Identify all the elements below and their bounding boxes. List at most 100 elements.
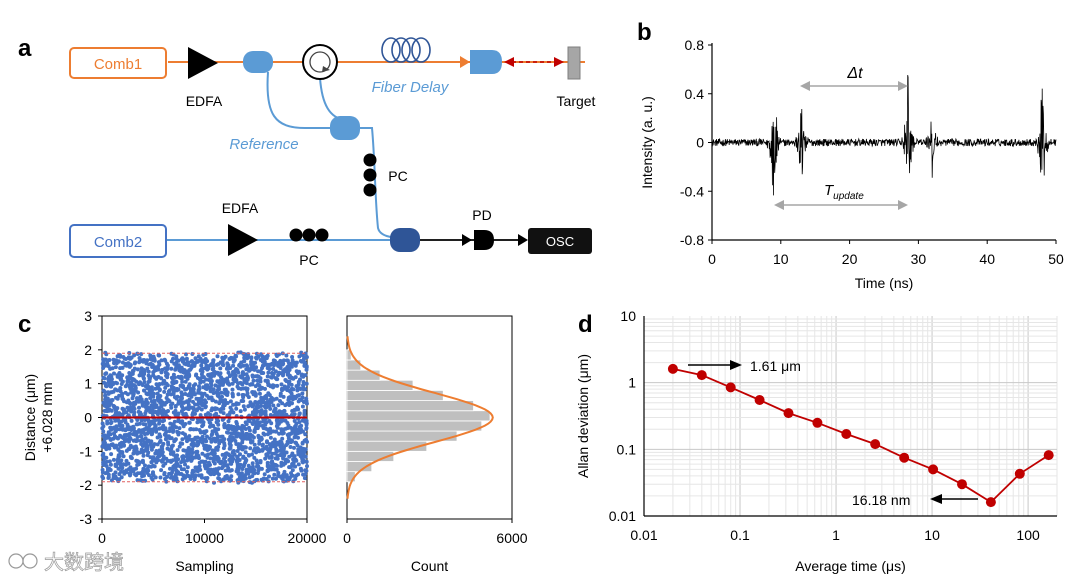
c-scatter-point <box>194 427 199 432</box>
c-scatter-point <box>224 476 229 481</box>
c-scatter-point <box>192 392 197 397</box>
c-scatter-point <box>205 434 209 439</box>
c-scatter-point <box>252 429 257 434</box>
c-scatter-point <box>117 454 122 459</box>
c-scatter-point <box>303 447 308 452</box>
c-scatter-point <box>224 378 229 383</box>
c-scatter-point <box>178 383 183 388</box>
pc-paddle-icon <box>363 168 377 182</box>
c-scatter-point <box>131 467 136 472</box>
c-scatter-point <box>180 477 185 482</box>
c-scatter-point <box>217 379 222 383</box>
c-scatter-point <box>230 394 235 399</box>
c-scatter-point <box>208 456 213 461</box>
delta-t-arrow-left-icon <box>800 81 810 91</box>
c-scatter-point <box>290 401 294 406</box>
c-scatter-point <box>143 411 148 416</box>
c-scatter-point <box>219 390 224 395</box>
c-scatter-point <box>135 367 140 372</box>
c-scatter-point <box>194 408 199 413</box>
c-scatter-point <box>112 431 117 436</box>
c-x-tick-label: 10000 <box>185 530 224 546</box>
c-scatter-point <box>111 357 116 362</box>
c-scatter-point <box>211 398 215 403</box>
c-scatter-point <box>204 439 209 444</box>
pc-paddle-icon <box>315 228 329 242</box>
c-scatter-point <box>135 463 140 467</box>
pc-right-label: PC <box>388 168 407 184</box>
c-scatter-point <box>193 435 198 440</box>
c-scatter-point <box>251 420 256 425</box>
d-y-tick-label: 1 <box>628 375 636 391</box>
c-scatter-point <box>298 430 303 435</box>
c-scatter-point <box>302 476 307 481</box>
c-scatter-point <box>128 473 132 478</box>
c-scatter-point <box>266 468 271 473</box>
c-scatter-point <box>109 390 114 395</box>
c-scatter-point <box>143 422 148 427</box>
c-scatter-point <box>229 431 234 436</box>
c-x-tick-label: 0 <box>98 530 106 546</box>
c-scatter-point <box>250 390 255 395</box>
c-scatter-point <box>183 379 188 384</box>
c-scatter-point <box>186 363 191 368</box>
c-scatter-point <box>216 419 221 423</box>
b-x-tick-label: 50 <box>1048 251 1064 267</box>
c-hist-bar <box>346 410 491 422</box>
c-scatter-point <box>215 447 220 452</box>
c-scatter-point <box>103 460 108 465</box>
c-scatter-point <box>209 439 214 444</box>
c-scatter-point <box>148 375 153 380</box>
reference-label: Reference <box>229 136 298 153</box>
c-scatter-point <box>176 463 180 468</box>
c-scatter-point <box>116 436 120 441</box>
c-scatter-point <box>226 452 231 457</box>
c-scatter-point <box>119 475 124 480</box>
c-scatter-point <box>145 427 150 432</box>
c-scatter-point <box>216 434 220 439</box>
c-y-tick-label: -3 <box>80 511 93 527</box>
c-scatter-point <box>219 461 223 466</box>
c-scatter-point <box>109 420 114 425</box>
d-allan-line <box>672 368 1050 504</box>
c-scatter-point <box>222 423 227 428</box>
c-scatter-point <box>101 424 106 429</box>
c-scatter-point <box>184 356 189 361</box>
c-scatter-point <box>272 462 277 467</box>
annot-top-arrow-icon <box>730 360 742 370</box>
c-scatter-point <box>270 476 275 481</box>
c-scatter-point <box>102 456 107 461</box>
c-scatter-point <box>164 396 169 400</box>
c-scatter-point <box>263 422 268 427</box>
c-scatter-point <box>231 359 236 364</box>
c-scatter-point <box>169 392 174 397</box>
c-scatter-point <box>191 399 195 404</box>
c-scatter-point <box>102 376 107 381</box>
c-scatter-point <box>253 360 258 365</box>
c-scatter-point <box>269 460 274 465</box>
c-scatter-point <box>157 454 162 459</box>
c-scatter-point <box>207 372 212 377</box>
c-scatter-point <box>105 469 110 474</box>
c-scatter-point <box>216 422 221 427</box>
c-scatter-point <box>199 436 204 441</box>
t-update-arrow-left-icon <box>774 200 784 210</box>
c-scatter-point <box>166 409 170 413</box>
c-scatter-point <box>165 446 170 451</box>
annot-bottom-label: 16.18 nm <box>852 492 910 508</box>
c-scatter-point <box>283 418 288 423</box>
c-y-tick-label: -1 <box>80 443 93 459</box>
arrow-to-osc-icon <box>518 234 528 246</box>
c-scatter-point <box>291 479 296 484</box>
c-scatter-point <box>217 372 222 377</box>
c-scatter-point <box>232 379 237 384</box>
c-scatter-point <box>164 429 169 434</box>
c-scatter-point <box>109 398 113 403</box>
d-x-axis-title: Average time (μs) <box>795 558 906 574</box>
c-scatter-point <box>290 358 295 363</box>
c-scatter-point <box>296 379 301 384</box>
coupler-1 <box>243 51 273 73</box>
target-label: Target <box>557 93 596 109</box>
c-scatter-point <box>127 400 132 405</box>
panel-b-signal-trace <box>712 75 1057 196</box>
